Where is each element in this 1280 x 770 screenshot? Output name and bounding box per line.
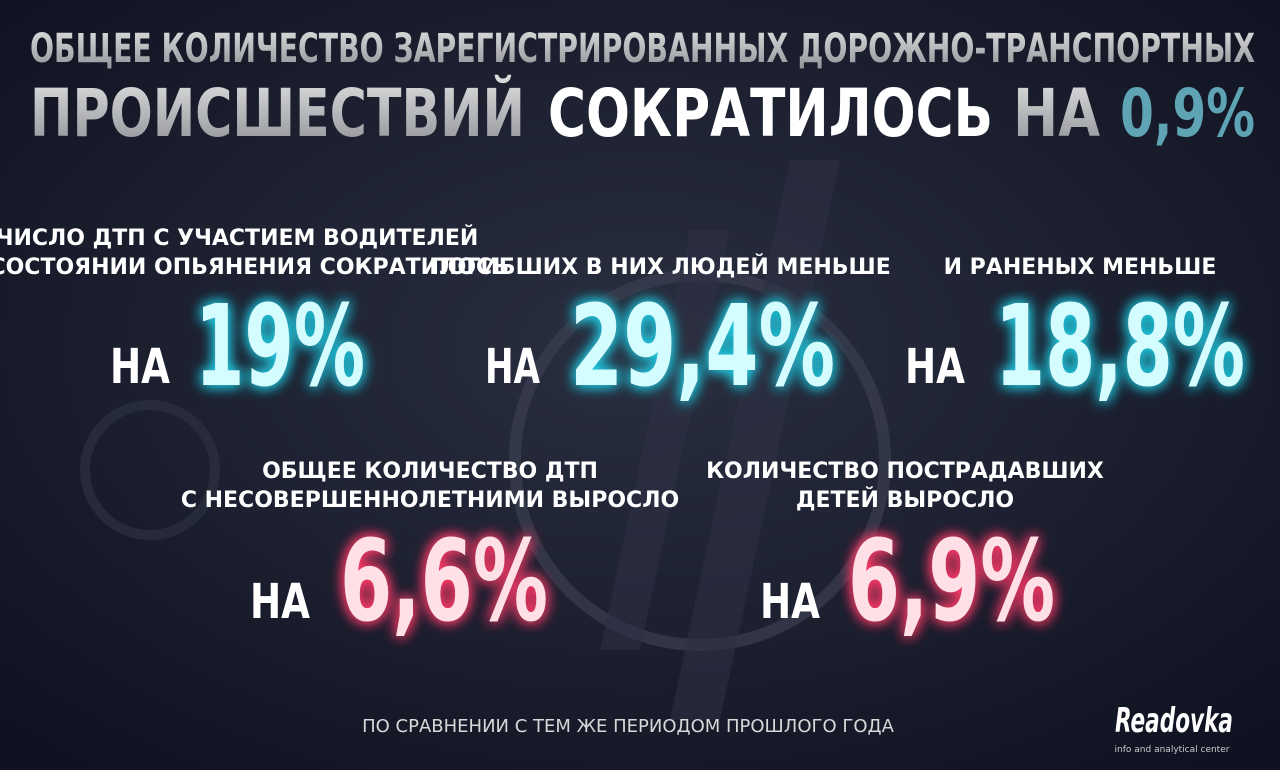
title-word: СОКРАТИЛОСЬ — [548, 75, 993, 152]
watermark-mark — [600, 160, 840, 720]
stat-prefix: НА — [760, 574, 820, 630]
stat-value: 6,6% — [340, 517, 548, 647]
stat-caption: В СОСТОЯНИИ ОПЬЯНЕНИЯ СОКРАТИЛОСЬ — [0, 255, 509, 280]
title-word: НА — [1013, 75, 1100, 152]
logo-tagline: info and analytical center — [1115, 745, 1230, 755]
title-word: 0,9% — [1120, 75, 1255, 152]
stat-caption: КОЛИЧЕСТВО ПОСТРАДАВШИХ — [706, 459, 1104, 484]
stat-caption: ЧИСЛО ДТП С УЧАСТИЕМ ВОДИТЕЛЕЙ — [0, 225, 478, 251]
stat-caption: И РАНЕНЫХ МЕНЬШЕ — [944, 255, 1217, 280]
title-line: ОБЩЕЕ КОЛИЧЕСТВО ЗАРЕГИСТРИРОВАННЫХ ДОРО… — [30, 26, 1255, 72]
logo: Readovka — [1115, 701, 1233, 741]
stat-caption: ДЕТЕЙ ВЫРОСЛО — [796, 487, 1014, 513]
stat-value: 18,8% — [995, 282, 1245, 412]
stat-value: 6,9% — [848, 517, 1055, 647]
stat-caption: ОБЩЕЕ КОЛИЧЕСТВО ДТП — [262, 459, 598, 484]
stat-prefix: НА — [485, 339, 540, 395]
stat-value: 19% — [195, 282, 365, 412]
stat-prefix: НА — [905, 339, 965, 395]
stat-caption: С НЕСОВЕРШЕННОЛЕТНИМИ ВЫРОСЛО — [181, 488, 679, 513]
content: ОБЩЕЕ КОЛИЧЕСТВО ЗАРЕГИСТРИРОВАННЫХ ДОРО… — [0, 26, 1255, 755]
title-word: ПРОИСШЕСТВИЙ — [30, 74, 525, 152]
stat-prefix: НА — [110, 339, 170, 395]
stat-prefix: НА — [250, 574, 310, 630]
wheel-shape — [80, 400, 220, 540]
footnote: ПО СРАВНЕНИИ С ТЕМ ЖЕ ПЕРИОДОМ ПРОШЛОГО … — [362, 716, 894, 737]
stat-caption: ПОГИБШИХ В НИХ ЛЮДЕЙ МЕНЬШЕ — [429, 254, 891, 280]
stat-value: 29,4% — [570, 282, 835, 412]
